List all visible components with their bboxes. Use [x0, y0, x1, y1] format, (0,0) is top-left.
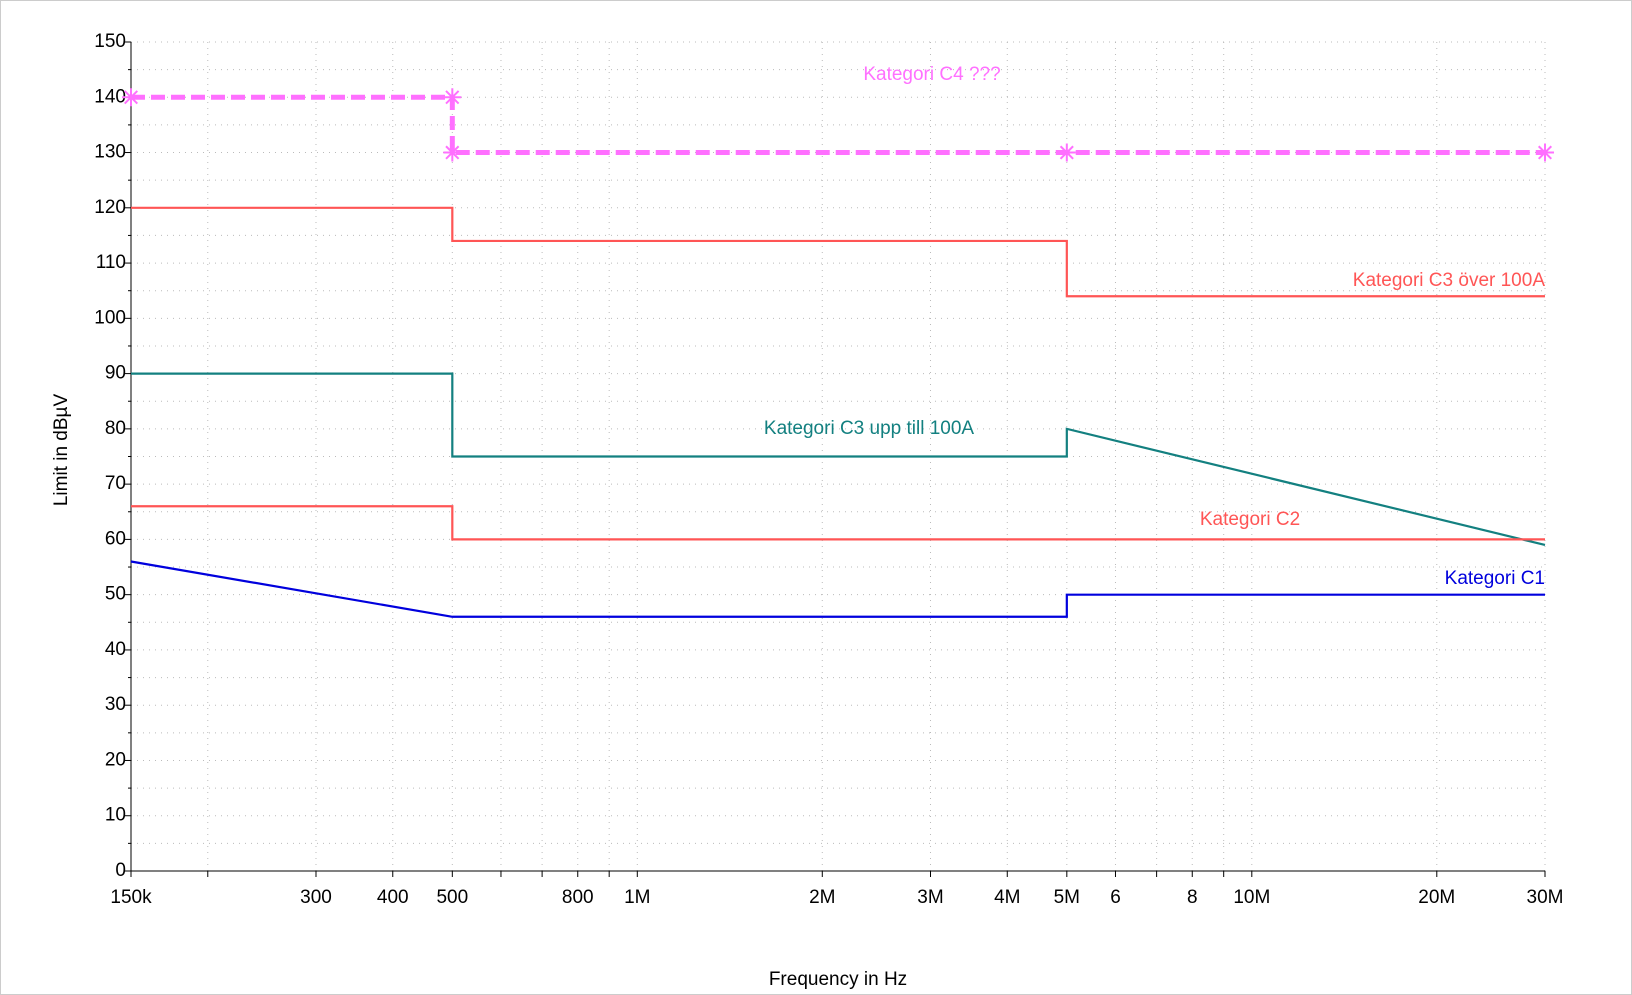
y-tick-label: 80 [105, 418, 126, 439]
x-tick-label: 300 [300, 887, 332, 908]
series-line [131, 372, 1546, 546]
y-tick-label: 70 [105, 473, 126, 494]
series-label: Kategori C2 [1200, 509, 1300, 530]
point-marker [122, 88, 140, 107]
y-tick-label: 130 [94, 142, 126, 163]
x-tick-label: 150k [110, 887, 152, 908]
series-line [130, 560, 1545, 618]
point-marker [443, 88, 462, 107]
x-tick-label: 800 [562, 887, 594, 908]
x-tick-label: 3M [917, 887, 943, 908]
x-tick-label: 4M [994, 887, 1020, 908]
y-tick-label: 0 [115, 860, 126, 881]
x-tick-label: 400 [377, 887, 409, 908]
y-tick-label: 110 [96, 252, 126, 273]
y-tick-label: 40 [105, 639, 126, 660]
series-label: Kategori C4 ??? [863, 64, 1000, 85]
series-line [131, 206, 1545, 298]
y-axis-label: Limit in dBµV [51, 394, 72, 507]
x-tick-label: 10M [1233, 887, 1270, 908]
point-marker [443, 143, 462, 162]
point-marker [1057, 143, 1076, 162]
y-tick-label: 50 [105, 584, 126, 605]
x-axis-label: Frequency in Hz [769, 969, 907, 990]
series-label: Kategori C1 [1445, 568, 1545, 589]
x-tick-label: 5M [1054, 887, 1080, 908]
x-tick-label: 20M [1418, 887, 1455, 908]
y-tick-label: 150 [94, 31, 126, 52]
series-label: Kategori C3 upp till 100A [764, 418, 975, 439]
series-line [131, 505, 1545, 541]
x-tick-label: 1M [624, 887, 650, 908]
x-tick-label: 500 [436, 887, 468, 908]
x-tick-label: 8 [1187, 887, 1198, 908]
y-tick-label: 60 [105, 528, 126, 549]
x-tick-label: 6 [1110, 887, 1121, 908]
y-tick-label: 10 [105, 805, 126, 826]
y-tick-label: 30 [105, 694, 126, 715]
x-tick-label: 30M [1527, 887, 1564, 908]
series-line [131, 94, 1545, 156]
y-tick-label: 90 [105, 363, 126, 384]
y-tick-label: 120 [94, 197, 126, 218]
y-tick-label: 100 [94, 307, 126, 328]
x-tick-label: 2M [809, 887, 835, 908]
y-tick-label: 20 [105, 749, 126, 770]
point-marker [1536, 143, 1554, 162]
series-label: Kategori C3 över 100A [1353, 270, 1546, 291]
y-tick-label: 140 [94, 86, 126, 107]
